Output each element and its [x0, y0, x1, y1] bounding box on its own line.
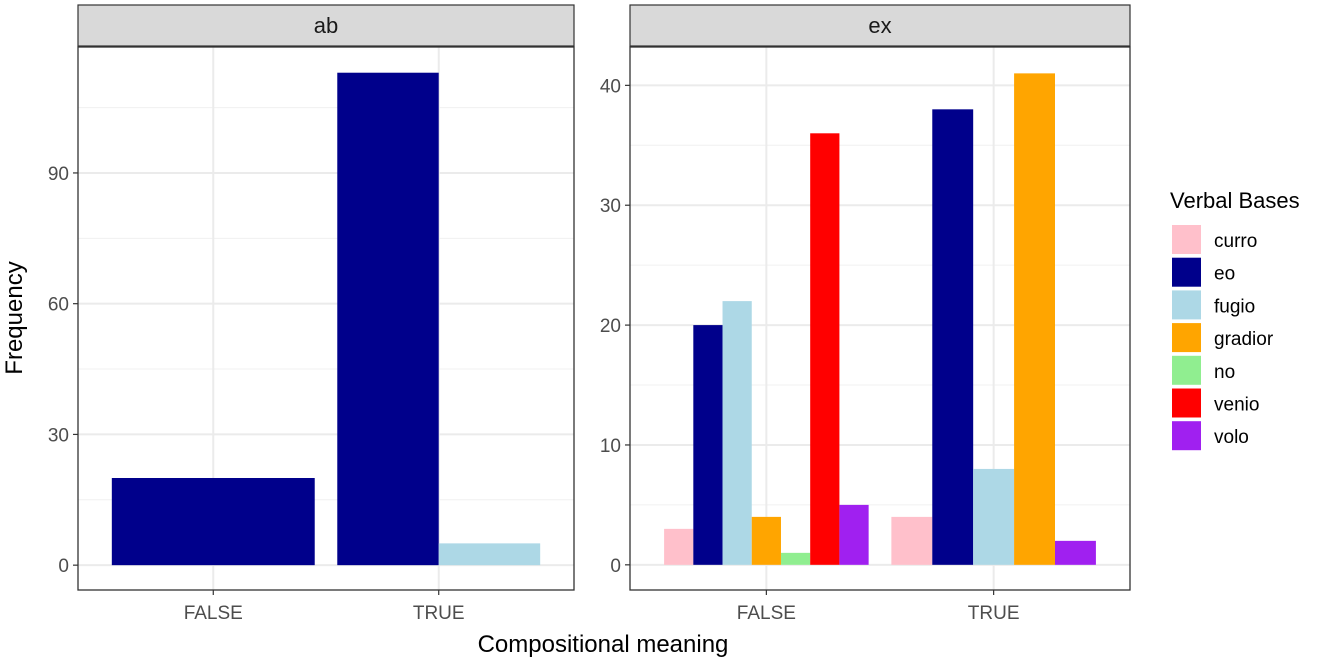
- bar-gradior-true: [1014, 73, 1055, 565]
- facet-title: ab: [314, 13, 338, 38]
- bar-eo-true: [932, 109, 974, 565]
- bar-venio-false: [810, 133, 840, 565]
- bar-gradior-false: [751, 516, 781, 565]
- y-tick-label: 60: [48, 295, 69, 316]
- legend-key-fugio: [1172, 290, 1201, 320]
- x-tick-label: FALSE: [737, 603, 796, 624]
- legend-key-venio: [1172, 388, 1201, 418]
- legend-label-volo: volo: [1214, 427, 1249, 448]
- bar-volo-true: [1055, 540, 1096, 565]
- bar-volo-false: [839, 504, 869, 565]
- legend-label-no: no: [1214, 362, 1235, 383]
- panel-border: [77, 46, 575, 591]
- x-tick-label: FALSE: [184, 603, 243, 624]
- bar-fugio-true: [973, 468, 1015, 565]
- legend-label-eo: eo: [1214, 264, 1235, 285]
- legend-label-fugio: fugio: [1214, 296, 1255, 317]
- y-axis-label: Frequency: [1, 261, 28, 374]
- y-tick-label: 0: [610, 556, 621, 577]
- y-tick-label: 30: [600, 196, 621, 217]
- bar-curro-false: [664, 528, 694, 565]
- bar-eo-false: [111, 478, 315, 566]
- x-axis-label: Compositional meaning: [478, 631, 729, 658]
- legend: curro eo fugio gradior no venio volo: [1172, 225, 1274, 451]
- bar-curro-true: [891, 516, 933, 565]
- legend-label-gradior: gradior: [1214, 329, 1274, 350]
- legend-label-venio: venio: [1214, 395, 1259, 416]
- bar-fugio-false: [722, 301, 752, 565]
- y-tick-label: 30: [48, 425, 69, 446]
- panel-ex: ex 0 10 20 30 40 FALSE TRUE: [600, 4, 1131, 624]
- y-tick-label: 20: [600, 316, 621, 337]
- legend-key-no: [1172, 355, 1201, 385]
- facet-title: ex: [868, 13, 891, 38]
- panel-ab: ab 0 30 60 90 FALSE TRUE: [48, 4, 575, 624]
- facet-strip: [629, 4, 1131, 47]
- x-tick-label: TRUE: [968, 603, 1020, 624]
- legend-key-gradior: [1172, 323, 1201, 353]
- x-tick-label: TRUE: [413, 603, 465, 624]
- bar-no-false: [780, 552, 811, 565]
- legend-key-curro: [1172, 225, 1201, 254]
- bar-eo-true: [337, 72, 439, 566]
- panel-border: [629, 46, 1131, 591]
- y-tick-label: 10: [600, 436, 621, 457]
- y-tick-label: 90: [48, 164, 69, 185]
- y-tick-label: 40: [600, 76, 621, 97]
- legend-label-curro: curro: [1214, 231, 1257, 252]
- bar-fugio-true: [438, 543, 541, 566]
- legend-key-eo: [1172, 257, 1201, 287]
- legend-key-volo: [1172, 421, 1201, 451]
- facet-strip: [77, 4, 575, 47]
- legend-title: Verbal Bases: [1170, 188, 1300, 213]
- bar-eo-false: [693, 325, 723, 565]
- y-tick-label: 0: [58, 556, 69, 577]
